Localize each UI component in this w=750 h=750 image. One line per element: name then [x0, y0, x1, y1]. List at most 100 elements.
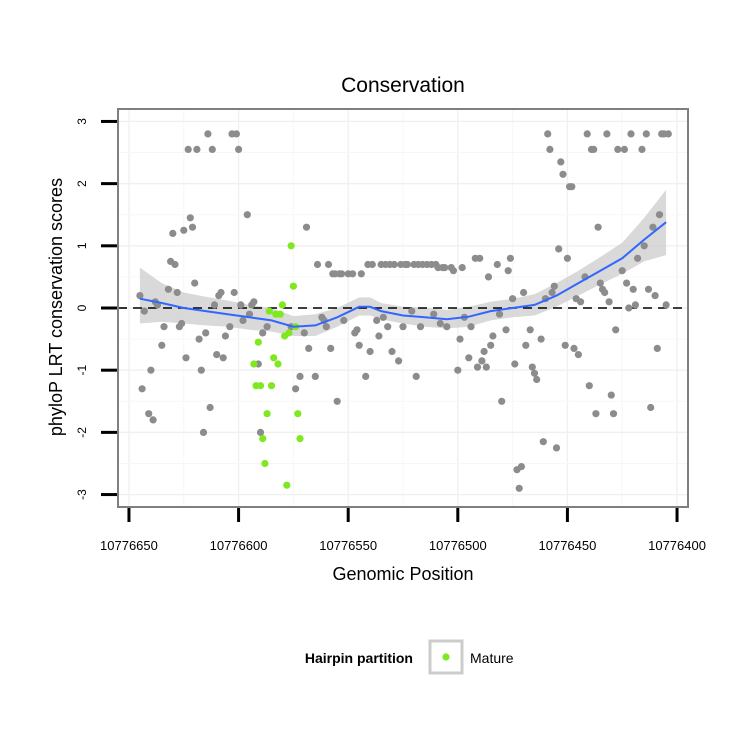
x-tick-label: 10776400: [648, 538, 706, 553]
data-point: [533, 375, 541, 384]
data-point-mature: [256, 382, 265, 390]
data-point: [620, 145, 629, 153]
y-tick-label: 0: [75, 304, 89, 311]
data-point: [368, 260, 376, 269]
data-point: [629, 285, 637, 293]
data-point: [226, 323, 234, 331]
data-point: [530, 369, 539, 377]
data-point: [568, 183, 576, 191]
data-point: [178, 319, 186, 328]
legend-label-mature: Mature: [470, 650, 514, 666]
data-point-mature: [278, 301, 286, 309]
data-point: [327, 344, 335, 352]
data-point: [644, 285, 653, 293]
data-point: [640, 242, 648, 250]
data-point: [449, 267, 457, 275]
data-point: [173, 288, 181, 297]
data-point: [210, 301, 219, 309]
plot-border: [117, 108, 689, 508]
data-point: [208, 145, 216, 153]
data-point: [634, 254, 642, 262]
data-point: [349, 270, 357, 278]
data-point: [526, 326, 534, 334]
data-point: [603, 130, 611, 138]
data-point: [548, 288, 556, 297]
data-point: [180, 226, 188, 234]
data-point: [191, 279, 199, 287]
data-point: [245, 310, 254, 318]
data-point-mature: [263, 410, 271, 418]
data-point: [158, 341, 166, 349]
data-point: [324, 260, 333, 269]
data-point: [557, 158, 565, 166]
confidence-band-area: [139, 189, 667, 336]
data-point: [182, 354, 190, 362]
data-point: [430, 310, 438, 318]
data-point: [522, 341, 530, 349]
data-point: [544, 130, 552, 138]
data-point: [149, 416, 157, 424]
data-point: [239, 316, 247, 324]
data-point-mature: [276, 310, 284, 318]
data-point: [601, 288, 609, 297]
data-point: [528, 363, 536, 371]
data-point: [195, 335, 203, 343]
data-point: [136, 292, 144, 300]
data-point: [232, 130, 240, 138]
data-point: [456, 335, 464, 343]
y-tick-label: 1: [75, 242, 89, 249]
data-point: [147, 366, 155, 374]
data-point: [473, 363, 482, 371]
legend: Hairpin partition Mature: [305, 639, 514, 675]
data-point: [213, 351, 221, 359]
data-point: [256, 428, 265, 436]
data-point: [259, 329, 267, 337]
y-axis: -3 -2 -1 0 1 2 3: [75, 118, 117, 500]
data-point: [302, 223, 311, 231]
data-point-mature: [259, 435, 267, 443]
data-point-mature: [270, 354, 278, 362]
data-point: [546, 145, 554, 153]
data-point: [638, 145, 646, 153]
data-point: [647, 403, 655, 412]
data-point-mature: [250, 360, 258, 368]
legend-key-mature-dot: [442, 653, 450, 661]
data-point: [454, 366, 462, 374]
points-other: [136, 130, 672, 492]
data-point: [305, 344, 313, 352]
y-tick-label: -3: [75, 489, 89, 500]
data-point: [493, 260, 501, 269]
data-point: [188, 223, 197, 231]
data-point: [235, 145, 243, 153]
x-tick-label: 10776500: [429, 538, 487, 553]
data-point: [357, 270, 365, 278]
data-point: [506, 254, 514, 262]
smooth-line: [139, 221, 667, 328]
data-point: [219, 354, 227, 362]
data-point: [384, 323, 392, 331]
data-point: [443, 323, 451, 331]
data-point: [160, 323, 168, 331]
data-point: [484, 273, 493, 281]
data-point: [550, 282, 558, 290]
data-point-mature: [289, 282, 297, 290]
data-point: [333, 397, 341, 405]
data-point: [592, 410, 600, 418]
data-point: [140, 307, 148, 315]
data-point: [664, 130, 672, 138]
data-point: [467, 323, 475, 331]
data-point: [627, 130, 635, 138]
x-axis-title: Genomic Position: [332, 564, 473, 584]
data-point-mature: [296, 435, 304, 443]
data-point: [338, 270, 346, 278]
data-point: [202, 329, 210, 337]
data-point: [197, 366, 205, 374]
data-point: [623, 279, 631, 287]
data-point: [353, 326, 361, 334]
data-point: [585, 382, 593, 390]
data-point: [609, 410, 618, 418]
y-tick-label: 2: [75, 180, 89, 187]
data-point: [221, 332, 229, 340]
chart-title: Conservation: [341, 74, 465, 97]
